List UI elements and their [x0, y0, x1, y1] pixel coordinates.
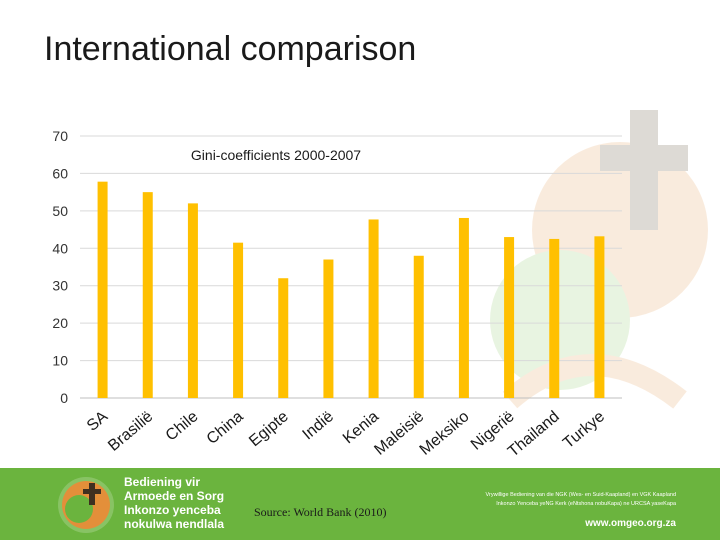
bar: [594, 236, 605, 398]
bar: [504, 237, 515, 398]
x-tick-label: SA: [84, 408, 112, 435]
y-tick-label: 40: [52, 240, 68, 256]
y-tick-label: 30: [52, 278, 68, 294]
org-name-line-1: Bediening vir: [124, 475, 201, 489]
footer-bar: [0, 468, 720, 540]
y-tick-label: 10: [52, 353, 68, 369]
bar: [549, 238, 560, 398]
bar: [413, 255, 424, 398]
org-name-line-2: Armoede en Sorg: [124, 489, 225, 503]
organisation-logo: [58, 477, 114, 533]
x-tick-label: Meksiko: [417, 408, 473, 459]
source-note: Source: World Bank (2010): [254, 505, 387, 519]
bar: [233, 242, 244, 398]
y-tick-label: 70: [52, 128, 68, 144]
x-tick-label: Chile: [163, 408, 202, 445]
org-name-line-4: nokulwa nendlala: [124, 517, 225, 531]
x-tick-label: Maleisië: [371, 408, 427, 459]
bar: [458, 217, 469, 398]
footer-website-link[interactable]: www.omgeo.org.za: [585, 518, 676, 529]
bar: [368, 219, 379, 398]
x-tick-label: Brasilië: [105, 408, 156, 455]
x-tick-label: Egipte: [246, 408, 292, 450]
y-tick-label: 60: [52, 165, 68, 181]
y-tick-label: 0: [60, 390, 68, 406]
bar: [323, 259, 334, 398]
x-tick-label: China: [204, 408, 247, 448]
footer-ministry-line-1: Vrywillige Bediening van die NGK (Wes- e…: [485, 492, 676, 498]
bar: [187, 203, 198, 398]
bar: [142, 192, 153, 398]
bar: [278, 278, 289, 398]
slide-title: International comparison: [44, 30, 417, 68]
x-tick-label: Turkye: [560, 408, 608, 452]
bar: [97, 181, 108, 398]
org-name-line-3: Inkonzo yenceba: [124, 503, 221, 517]
y-tick-label: 50: [52, 203, 68, 219]
x-tick-label: Indië: [299, 408, 337, 443]
chart-title: Gini-coefficients 2000-2007: [191, 147, 361, 163]
y-tick-label: 20: [52, 315, 68, 331]
x-tick-label: Thailand: [505, 408, 563, 460]
footer-ministry-line-2: Inkonzo Yenceba yeNG Kerk (eNtshona nobu…: [496, 501, 676, 507]
